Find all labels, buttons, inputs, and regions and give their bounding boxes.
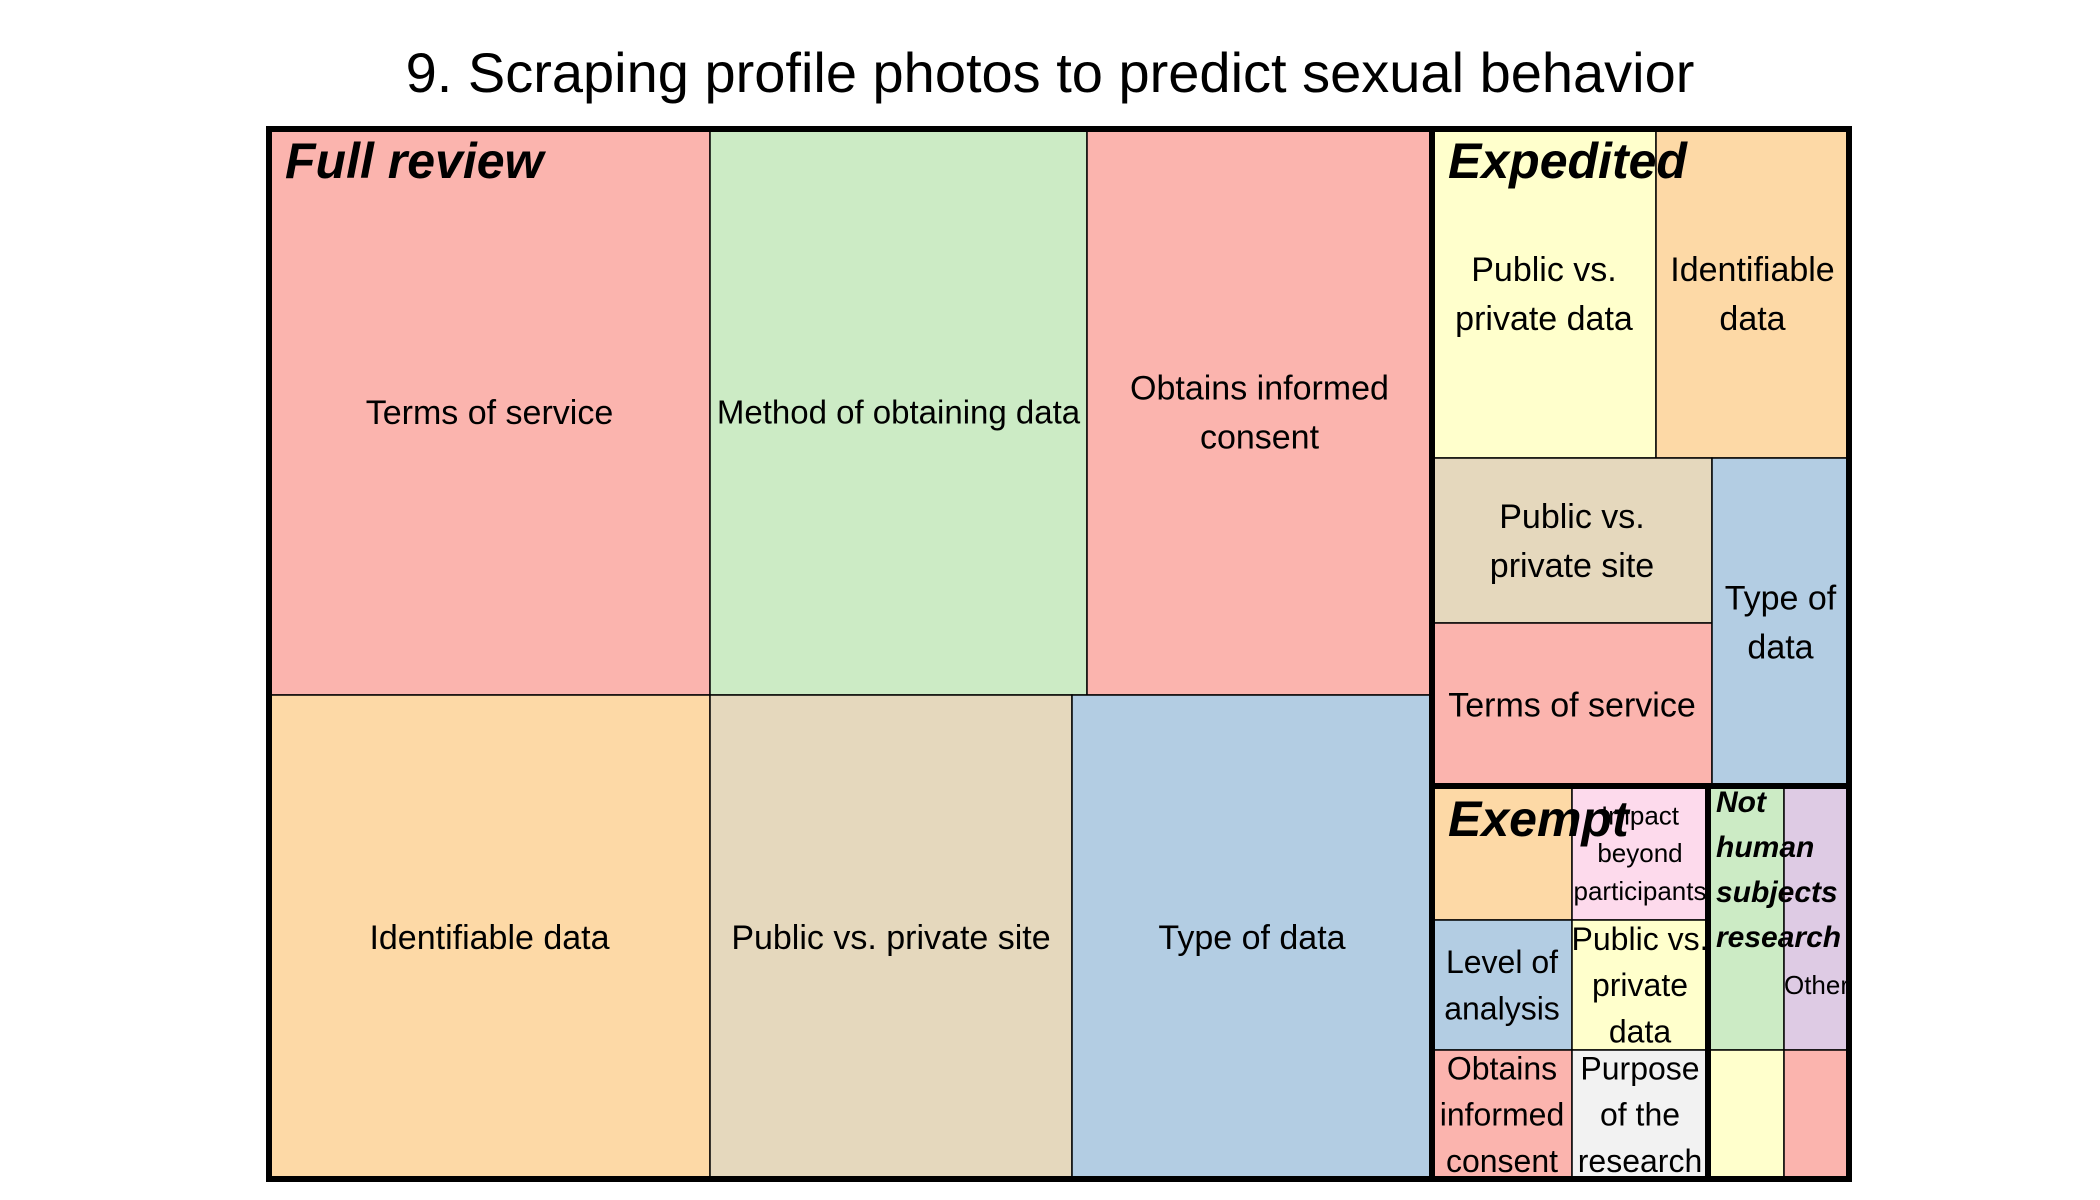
group-title-not-human-subjects-research: Not human subjects research — [1716, 786, 1841, 954]
tile-full-review-terms-of-service — [268, 128, 711, 696]
tile-label-exempt-obtains-informed-consent: Obtains informed consent — [1440, 1050, 1565, 1179]
group-title-expedited: Expedited — [1448, 133, 1688, 189]
tile-expedited-type-of-data — [1711, 457, 1850, 787]
tile-expedited-terms-of-service — [1431, 622, 1713, 787]
tile-label-full-review-public-vs-private-site: Public vs. private site — [731, 919, 1050, 957]
tile-full-review-identifiable-data — [268, 694, 711, 1180]
tile-label-not-human-subjects-research-other: Other — [1784, 970, 1849, 1000]
group-title-exempt: Exempt — [1448, 791, 1631, 847]
tile-label-full-review-type-of-data: Type of data — [1158, 919, 1345, 957]
tile-expedited-public-vs-private-data — [1431, 128, 1657, 459]
tile-label-exempt-public-vs-private-data: Public vs. private data — [1572, 921, 1709, 1050]
tile-label-full-review-obtains-informed-consent: Obtains informed consent — [1130, 369, 1389, 456]
tile-expedited-identifiable-data — [1655, 128, 1850, 459]
tile-label-expedited-public-vs-private-data: Public vs. private data — [1455, 251, 1633, 338]
tile-label-expedited-terms-of-service: Terms of service — [1448, 686, 1696, 724]
tile-not-human-subjects-research-unlabeled-0 — [1707, 785, 1785, 1051]
tile-exempt-purpose-of-the-research — [1571, 1049, 1709, 1180]
tile-exempt-obtains-informed-consent — [1431, 1049, 1573, 1180]
tile-not-human-subjects-research-unlabeled-2 — [1707, 1049, 1785, 1180]
tile-full-review-method-of-obtaining-data — [709, 128, 1088, 696]
tile-not-human-subjects-research-unlabeled-3 — [1783, 1049, 1850, 1180]
tile-label-expedited-identifiable-data: Identifiable data — [1670, 251, 1834, 338]
tile-not-human-subjects-research-other — [1783, 785, 1850, 1051]
tile-label-expedited-type-of-data: Type of data — [1725, 579, 1837, 666]
chart-title: 9. Scraping profile photos to predict se… — [405, 41, 1695, 104]
tile-label-exempt-purpose-of-the-research: Purpose of the research — [1578, 1050, 1703, 1179]
group-border-not-human-subjects-research — [1705, 783, 1852, 1182]
tile-exempt-level-of-analysis — [1431, 919, 1573, 1051]
group-title-full-review: Full review — [285, 133, 547, 189]
tile-label-exempt-impact-beyond-participants: Impact beyond participants — [1574, 800, 1707, 905]
tile-label-expedited-public-vs-private-site: Public vs. private site — [1490, 498, 1654, 585]
tile-label-full-review-method-of-obtaining-data: Method of obtaining data — [717, 394, 1081, 431]
tile-exempt-impact-beyond-participants — [1571, 785, 1709, 921]
tile-label-full-review-terms-of-service: Terms of service — [366, 394, 614, 432]
tile-expedited-public-vs-private-site — [1431, 457, 1713, 624]
tile-label-full-review-identifiable-data: Identifiable data — [369, 919, 609, 957]
tile-full-review-public-vs-private-site — [709, 694, 1073, 1180]
tile-label-exempt-level-of-analysis: Level of analysis — [1444, 944, 1560, 1026]
tile-full-review-obtains-informed-consent — [1086, 128, 1433, 696]
